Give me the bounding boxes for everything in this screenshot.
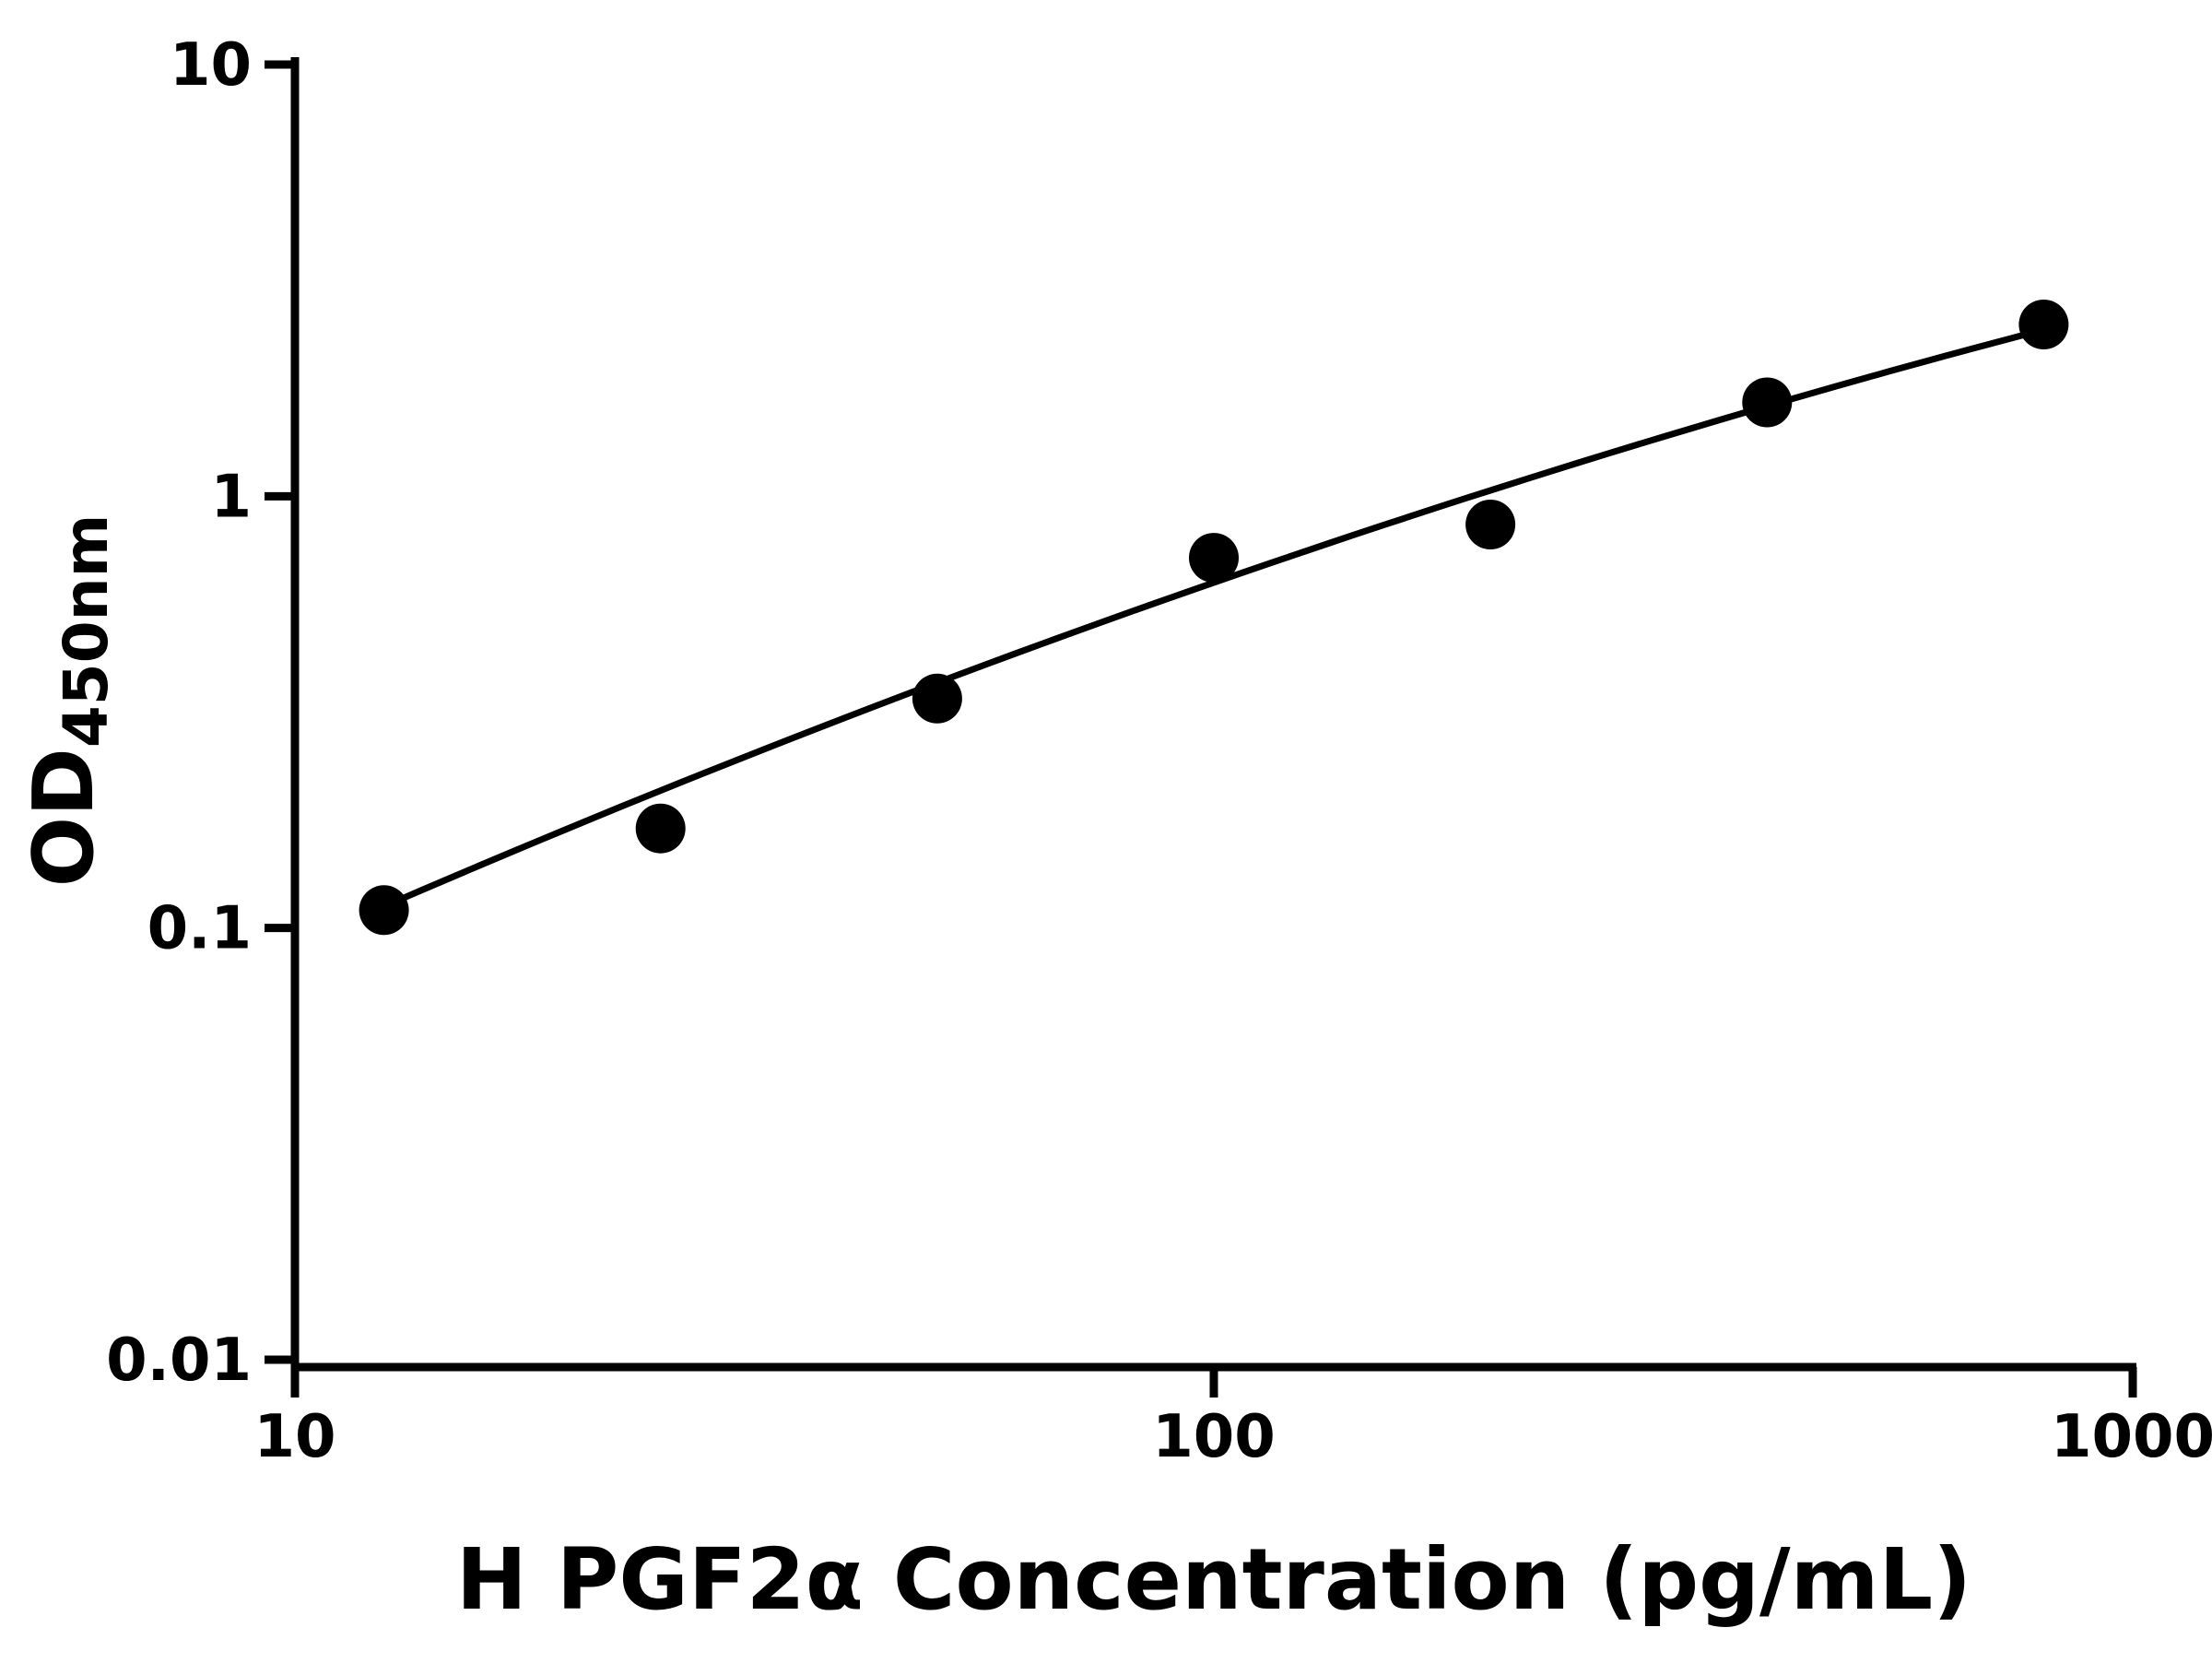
y-axis-title: OD450nm [16, 514, 122, 888]
data-points [359, 300, 2069, 936]
data-point [635, 803, 686, 854]
data-point [1189, 533, 1239, 584]
y-tick-label: 1 [210, 463, 252, 531]
x-tick-label: 10 [253, 1403, 335, 1471]
data-point [912, 673, 962, 724]
y-axis-title-main: OD [16, 748, 112, 887]
data-point [2018, 300, 2069, 349]
y-tick-label: 10 [170, 31, 252, 100]
data-point [1465, 500, 1516, 549]
data-point [1742, 377, 1793, 428]
data-point [359, 885, 409, 936]
axis-tick-labels: 10 100 1000 10 1 0.1 0.01 [106, 31, 2212, 1471]
y-axis-title-subscript: 450nm [51, 514, 122, 749]
x-tick-label: 100 [1152, 1403, 1276, 1471]
y-tick-label: 0.01 [106, 1327, 252, 1395]
x-tick-label: 1000 [2051, 1403, 2212, 1471]
axis-ticks [265, 60, 2137, 1398]
x-axis-title: H PGF2α Concentration (pg/mL) [456, 1530, 1971, 1629]
y-tick-label: 0.1 [147, 895, 252, 963]
